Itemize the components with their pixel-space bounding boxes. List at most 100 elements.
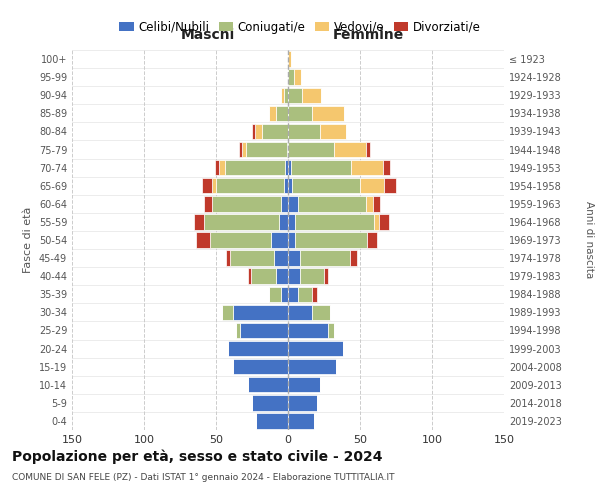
- Text: Anni di nascita: Anni di nascita: [584, 202, 594, 278]
- Bar: [233, 359, 288, 374]
- Bar: [313, 304, 330, 320]
- Bar: [233, 304, 288, 320]
- Bar: [226, 250, 230, 266]
- Bar: [255, 124, 262, 139]
- Bar: [374, 214, 379, 230]
- Bar: [288, 395, 317, 410]
- Text: Femmine: Femmine: [332, 28, 404, 42]
- Bar: [288, 268, 299, 284]
- Bar: [219, 160, 224, 176]
- Bar: [242, 142, 246, 157]
- Bar: [239, 142, 242, 157]
- Text: COMUNE DI SAN FELE (PZ) - Dati ISTAT 1° gennaio 2024 - Elaborazione TUTTITALIA.I: COMUNE DI SAN FELE (PZ) - Dati ISTAT 1° …: [12, 472, 395, 482]
- Bar: [285, 160, 288, 176]
- Bar: [288, 52, 291, 66]
- Bar: [215, 160, 219, 176]
- Bar: [224, 160, 285, 176]
- Bar: [288, 106, 313, 121]
- Bar: [222, 304, 233, 320]
- Bar: [288, 142, 334, 157]
- Bar: [366, 142, 370, 157]
- Bar: [287, 142, 288, 157]
- Bar: [227, 341, 288, 356]
- Bar: [246, 142, 287, 157]
- Bar: [230, 250, 274, 266]
- Bar: [373, 196, 380, 212]
- Bar: [298, 196, 366, 212]
- Bar: [288, 232, 295, 248]
- Legend: Celibi/Nubili, Coniugati/e, Vedovi/e, Divorziati/e: Celibi/Nubili, Coniugati/e, Vedovi/e, Di…: [115, 16, 485, 38]
- Bar: [277, 268, 288, 284]
- Bar: [236, 323, 241, 338]
- Bar: [288, 70, 294, 85]
- Text: Popolazione per età, sesso e stato civile - 2024: Popolazione per età, sesso e stato civil…: [12, 450, 383, 464]
- Bar: [292, 178, 360, 194]
- Bar: [281, 286, 288, 302]
- Bar: [288, 178, 292, 194]
- Bar: [212, 196, 281, 212]
- Bar: [302, 88, 321, 103]
- Bar: [212, 178, 216, 194]
- Bar: [202, 178, 212, 194]
- Bar: [252, 395, 288, 410]
- Bar: [288, 377, 320, 392]
- Bar: [269, 106, 277, 121]
- Bar: [241, 323, 288, 338]
- Bar: [295, 214, 374, 230]
- Bar: [216, 178, 284, 194]
- Bar: [352, 160, 383, 176]
- Bar: [366, 196, 373, 212]
- Bar: [288, 304, 313, 320]
- Bar: [194, 214, 205, 230]
- Bar: [299, 268, 324, 284]
- Bar: [205, 196, 212, 212]
- Bar: [299, 250, 350, 266]
- Bar: [367, 232, 377, 248]
- Bar: [379, 214, 389, 230]
- Bar: [274, 250, 288, 266]
- Bar: [320, 124, 346, 139]
- Bar: [284, 178, 288, 194]
- Bar: [294, 70, 301, 85]
- Bar: [256, 414, 288, 428]
- Bar: [288, 196, 298, 212]
- Bar: [271, 232, 288, 248]
- Bar: [288, 323, 328, 338]
- Bar: [334, 142, 366, 157]
- Bar: [291, 160, 352, 176]
- Bar: [269, 286, 281, 302]
- Bar: [360, 178, 385, 194]
- Bar: [196, 232, 210, 248]
- Bar: [350, 250, 357, 266]
- Bar: [288, 214, 295, 230]
- Bar: [248, 377, 288, 392]
- Bar: [298, 286, 313, 302]
- Y-axis label: Fasce di età: Fasce di età: [23, 207, 33, 273]
- Bar: [383, 160, 390, 176]
- Bar: [281, 88, 284, 103]
- Bar: [313, 106, 344, 121]
- Bar: [385, 178, 396, 194]
- Bar: [324, 268, 328, 284]
- Bar: [288, 359, 335, 374]
- Bar: [288, 88, 302, 103]
- Bar: [284, 88, 288, 103]
- Bar: [288, 250, 299, 266]
- Bar: [205, 214, 280, 230]
- Bar: [288, 160, 291, 176]
- Bar: [277, 106, 288, 121]
- Bar: [251, 268, 277, 284]
- Bar: [252, 124, 255, 139]
- Bar: [313, 286, 317, 302]
- Bar: [288, 414, 314, 428]
- Bar: [248, 268, 251, 284]
- Bar: [288, 341, 343, 356]
- Bar: [295, 232, 367, 248]
- Bar: [262, 124, 288, 139]
- Text: Maschi: Maschi: [181, 28, 235, 42]
- Bar: [288, 286, 298, 302]
- Bar: [288, 124, 320, 139]
- Bar: [328, 323, 334, 338]
- Bar: [281, 196, 288, 212]
- Bar: [210, 232, 271, 248]
